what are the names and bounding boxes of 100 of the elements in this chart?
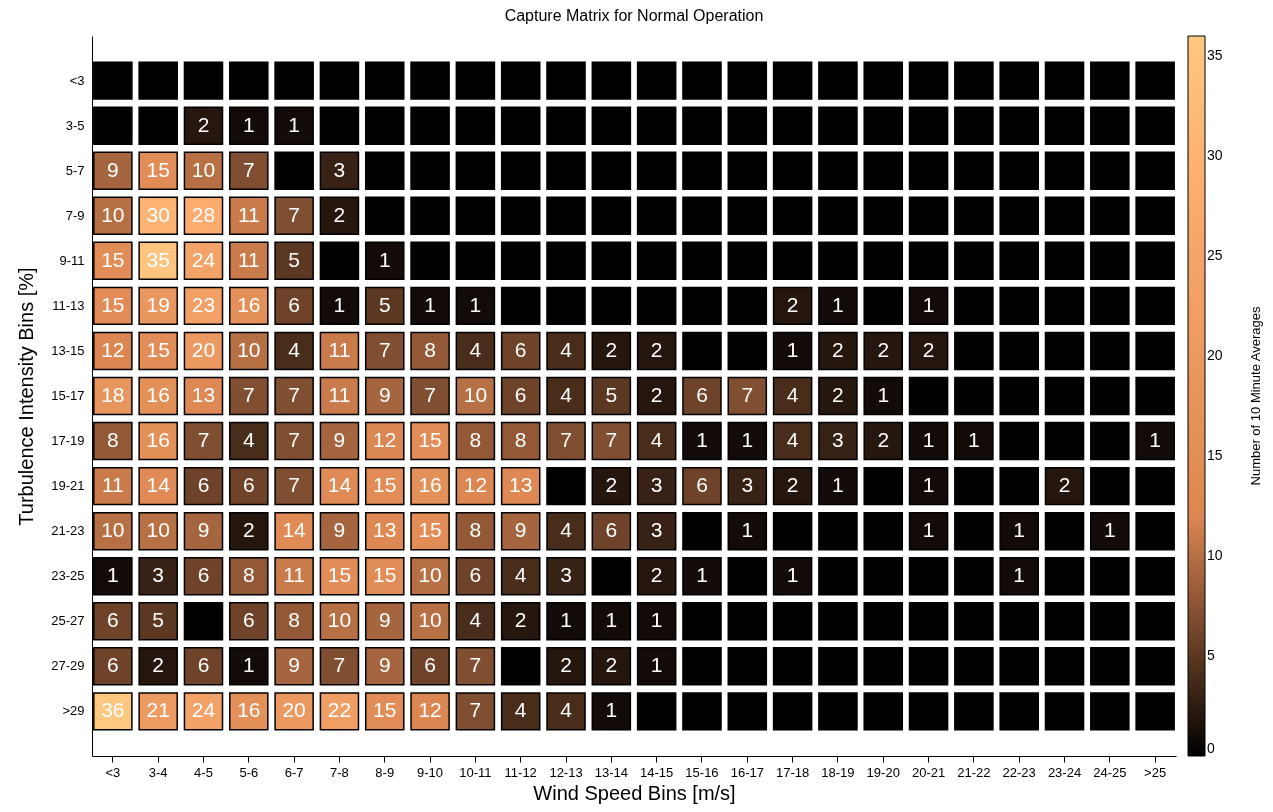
x-tick-label: 5-6 (239, 764, 259, 780)
data-label: 6 (107, 608, 119, 632)
data-label: 5 (152, 608, 165, 632)
data-label: 2 (877, 428, 890, 452)
data-label: 1 (107, 563, 119, 587)
x-tick-label: 4-5 (194, 764, 213, 780)
data-label: 12 (463, 473, 488, 497)
x-tick-label: 18-19 (821, 764, 855, 780)
data-label: 30 (146, 202, 170, 226)
data-label: 4 (560, 518, 573, 542)
data-label: 9 (378, 383, 391, 406)
data-label: 6 (242, 473, 255, 497)
y-tick-label: 5-7 (65, 162, 85, 178)
y-tick-label: 9-11 (59, 252, 85, 268)
data-label: 9 (288, 653, 300, 677)
data-label: 10 (327, 608, 352, 632)
data-label: 35 (146, 247, 170, 271)
data-label: 2 (832, 383, 844, 406)
data-label: 1 (1149, 428, 1161, 452)
data-label: 9 (197, 518, 210, 542)
data-label: 12 (101, 337, 125, 361)
data-label: 7 (288, 202, 300, 226)
data-label: 1 (605, 608, 618, 632)
data-label: 28 (191, 202, 216, 226)
color-bar-label: 15 (1207, 447, 1223, 463)
y-tick-label: 23-25 (51, 568, 85, 584)
data-label: 3 (650, 518, 663, 542)
data-label: 4 (514, 563, 527, 587)
x-tick-label: 17-18 (775, 764, 810, 780)
data-label: 8 (242, 563, 255, 587)
data-label: 12 (373, 428, 397, 452)
y-tick-label: 21-23 (51, 523, 85, 539)
x-tick-label: 23-24 (1047, 764, 1082, 780)
data-label: 1 (242, 653, 255, 677)
data-label: 7 (242, 157, 255, 181)
data-label: 18 (101, 383, 125, 406)
data-label: 7 (741, 383, 754, 406)
data-label: 1 (832, 292, 844, 316)
x-tick-label: 12-13 (549, 764, 583, 780)
data-label: 16 (418, 473, 442, 497)
data-label: 6 (242, 608, 255, 632)
data-label: 7 (197, 428, 210, 452)
color-bar-label: 25 (1207, 247, 1223, 263)
data-label: 6 (197, 563, 210, 587)
data-label: 10 (237, 337, 261, 361)
data-label: 14 (146, 473, 171, 497)
data-label: 1 (741, 428, 754, 452)
data-label: 2 (605, 653, 618, 677)
data-label: 2 (832, 337, 844, 361)
data-label: 24 (191, 247, 216, 271)
data-label: 1 (560, 608, 572, 632)
data-label: 1 (650, 608, 663, 632)
color-bar-label: 30 (1207, 147, 1223, 163)
data-label: 6 (197, 473, 210, 497)
data-label: 7 (424, 383, 436, 406)
y-tick-label: 27-29 (51, 658, 85, 674)
data-label: 4 (786, 428, 799, 452)
data-label: 16 (146, 383, 170, 406)
data-label: 2 (333, 202, 346, 226)
data-label: 9 (333, 518, 346, 542)
data-label: 1 (696, 563, 708, 587)
y-tick-label: 13-15 (51, 342, 85, 358)
data-label: 2 (922, 337, 935, 361)
y-tick-label: >29 (62, 703, 85, 719)
y-tick-label: 25-27 (51, 613, 85, 629)
data-label: 13 (373, 518, 397, 542)
data-label: 7 (560, 428, 572, 452)
data-label: 7 (605, 428, 618, 452)
x-tick-label: 3-4 (148, 764, 168, 780)
data-label: 6 (197, 653, 210, 677)
y-tick-label: 11-13 (52, 297, 85, 313)
data-label: 4 (469, 608, 482, 632)
x-tick-label: 19-20 (866, 764, 900, 780)
data-label: 1 (242, 112, 255, 136)
x-tick-label: 15-16 (685, 764, 719, 780)
data-label: 1 (922, 428, 935, 452)
data-label: 6 (514, 383, 527, 406)
data-label: 1 (786, 337, 799, 361)
data-label: 2 (560, 653, 572, 677)
data-label: 15 (373, 563, 397, 587)
data-label: 2 (650, 563, 663, 587)
data-label: 1 (469, 292, 482, 316)
data-label: 2 (197, 112, 210, 136)
data-label: 11 (237, 247, 260, 271)
data-label: 2 (605, 337, 618, 361)
x-tick-label: 13-14 (594, 764, 628, 780)
data-label: 11 (237, 202, 260, 226)
data-label: 8 (514, 428, 527, 452)
data-label: 7 (469, 653, 482, 677)
data-label: 15 (101, 247, 125, 271)
data-label: 7 (288, 473, 300, 497)
data-label: 11 (328, 337, 351, 361)
data-label: 16 (146, 428, 170, 452)
data-label: 7 (378, 337, 391, 361)
data-label: 7 (242, 383, 255, 406)
color-bar-label: 0 (1207, 740, 1215, 756)
data-label: 15 (373, 698, 397, 722)
data-label: 21 (146, 698, 170, 722)
data-label: 2 (650, 383, 663, 406)
color-bar-label: 35 (1207, 47, 1223, 63)
